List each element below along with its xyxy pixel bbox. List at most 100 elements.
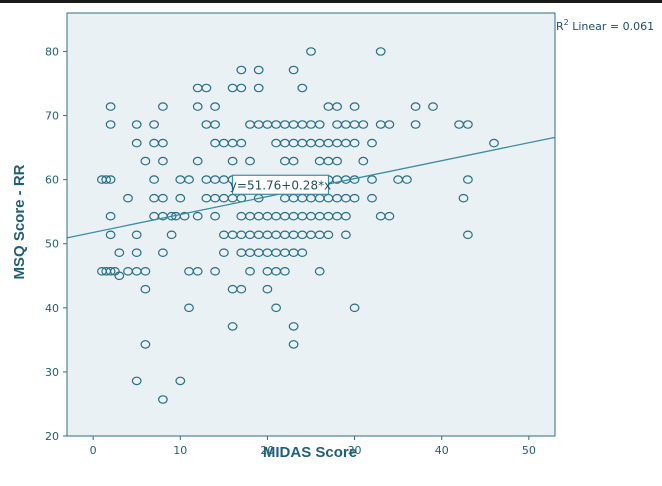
data-point bbox=[271, 303, 282, 313]
data-point bbox=[131, 376, 142, 386]
data-point bbox=[384, 120, 395, 129]
data-point bbox=[297, 248, 308, 258]
data-point bbox=[349, 303, 360, 313]
data-point bbox=[114, 248, 125, 258]
data-point bbox=[245, 156, 255, 166]
data-point bbox=[157, 395, 168, 404]
y-tick-label: 50 bbox=[45, 238, 59, 251]
data-point bbox=[227, 156, 238, 166]
data-point bbox=[236, 284, 247, 294]
data-point bbox=[227, 322, 238, 331]
y-tick-label: 80 bbox=[45, 45, 59, 58]
x-tick-label: 30 bbox=[348, 444, 362, 457]
y-tick-label: 20 bbox=[45, 430, 59, 443]
data-point bbox=[210, 102, 221, 111]
y-tick-label: 30 bbox=[45, 366, 59, 379]
data-point bbox=[157, 248, 168, 258]
data-point bbox=[253, 65, 264, 75]
data-point bbox=[341, 230, 351, 240]
data-point bbox=[253, 83, 264, 93]
x-tick-label: 20 bbox=[260, 444, 274, 457]
r2-annotation: R2 Linear = 0.061 bbox=[556, 18, 654, 33]
data-point bbox=[184, 303, 194, 313]
data-point bbox=[358, 156, 369, 166]
data-point bbox=[245, 266, 255, 276]
data-point bbox=[349, 138, 360, 148]
data-point bbox=[131, 120, 142, 129]
data-point bbox=[236, 83, 247, 93]
top-border bbox=[0, 0, 662, 3]
data-point bbox=[297, 83, 308, 93]
data-point bbox=[262, 284, 273, 294]
x-tick-label: 10 bbox=[173, 444, 187, 457]
data-point bbox=[105, 266, 116, 276]
data-point bbox=[210, 266, 221, 276]
data-point bbox=[105, 211, 116, 221]
y-tick-label: 70 bbox=[45, 110, 59, 123]
data-point bbox=[140, 284, 151, 294]
data-point bbox=[280, 266, 290, 276]
x-axis: 0 10 20 30 40 50 bbox=[90, 436, 536, 457]
equation-box: y=51.76+0.28*x bbox=[230, 174, 331, 195]
data-point bbox=[375, 47, 386, 56]
data-points bbox=[96, 47, 499, 404]
data-point bbox=[140, 156, 151, 166]
data-point bbox=[175, 193, 186, 203]
data-point bbox=[123, 193, 133, 203]
data-point bbox=[105, 102, 116, 111]
data-point bbox=[192, 211, 203, 221]
data-point bbox=[463, 120, 473, 129]
data-point bbox=[184, 175, 194, 184]
data-point bbox=[105, 120, 116, 129]
data-point bbox=[341, 211, 351, 221]
data-point bbox=[402, 175, 412, 184]
data-point bbox=[157, 156, 168, 166]
data-point bbox=[131, 248, 142, 258]
data-point bbox=[140, 266, 151, 276]
data-point bbox=[149, 175, 160, 184]
data-point bbox=[192, 156, 203, 166]
data-point bbox=[175, 376, 186, 386]
data-point bbox=[314, 266, 325, 276]
y-axis: 20 30 40 50 60 70 80 bbox=[45, 45, 67, 443]
data-point bbox=[192, 266, 203, 276]
data-point bbox=[210, 120, 221, 129]
data-point bbox=[323, 230, 334, 240]
data-point bbox=[358, 120, 369, 129]
data-point bbox=[367, 193, 377, 203]
data-point bbox=[140, 340, 151, 349]
plot-area bbox=[66, 12, 556, 437]
data-point bbox=[101, 175, 112, 184]
data-point bbox=[166, 211, 177, 221]
data-point bbox=[458, 193, 469, 203]
data-point bbox=[105, 175, 116, 184]
data-point bbox=[218, 248, 229, 258]
data-point bbox=[236, 65, 247, 75]
data-point bbox=[463, 230, 473, 240]
data-point bbox=[192, 102, 203, 111]
y-tick-label: 40 bbox=[45, 302, 59, 315]
y-axis-title: MSQ Score - RR bbox=[11, 164, 28, 279]
data-point bbox=[201, 83, 212, 93]
x-tick-label: 40 bbox=[435, 444, 449, 457]
data-point bbox=[236, 138, 247, 148]
data-point bbox=[288, 322, 299, 331]
data-point bbox=[410, 120, 421, 129]
data-point bbox=[332, 156, 343, 166]
data-point bbox=[410, 102, 421, 111]
x-tick-label: 0 bbox=[90, 444, 97, 457]
data-point bbox=[489, 138, 499, 148]
data-point bbox=[306, 47, 316, 56]
data-point bbox=[288, 156, 299, 166]
data-point bbox=[314, 120, 325, 129]
data-point bbox=[384, 211, 395, 221]
data-point bbox=[157, 138, 168, 148]
y-tick-label: 60 bbox=[45, 174, 59, 187]
data-point bbox=[131, 138, 142, 148]
data-point bbox=[332, 102, 343, 111]
equation-label: y=51.76+0.28*x bbox=[230, 178, 331, 192]
data-point bbox=[463, 175, 473, 184]
data-point bbox=[149, 120, 160, 129]
data-point bbox=[157, 102, 168, 111]
